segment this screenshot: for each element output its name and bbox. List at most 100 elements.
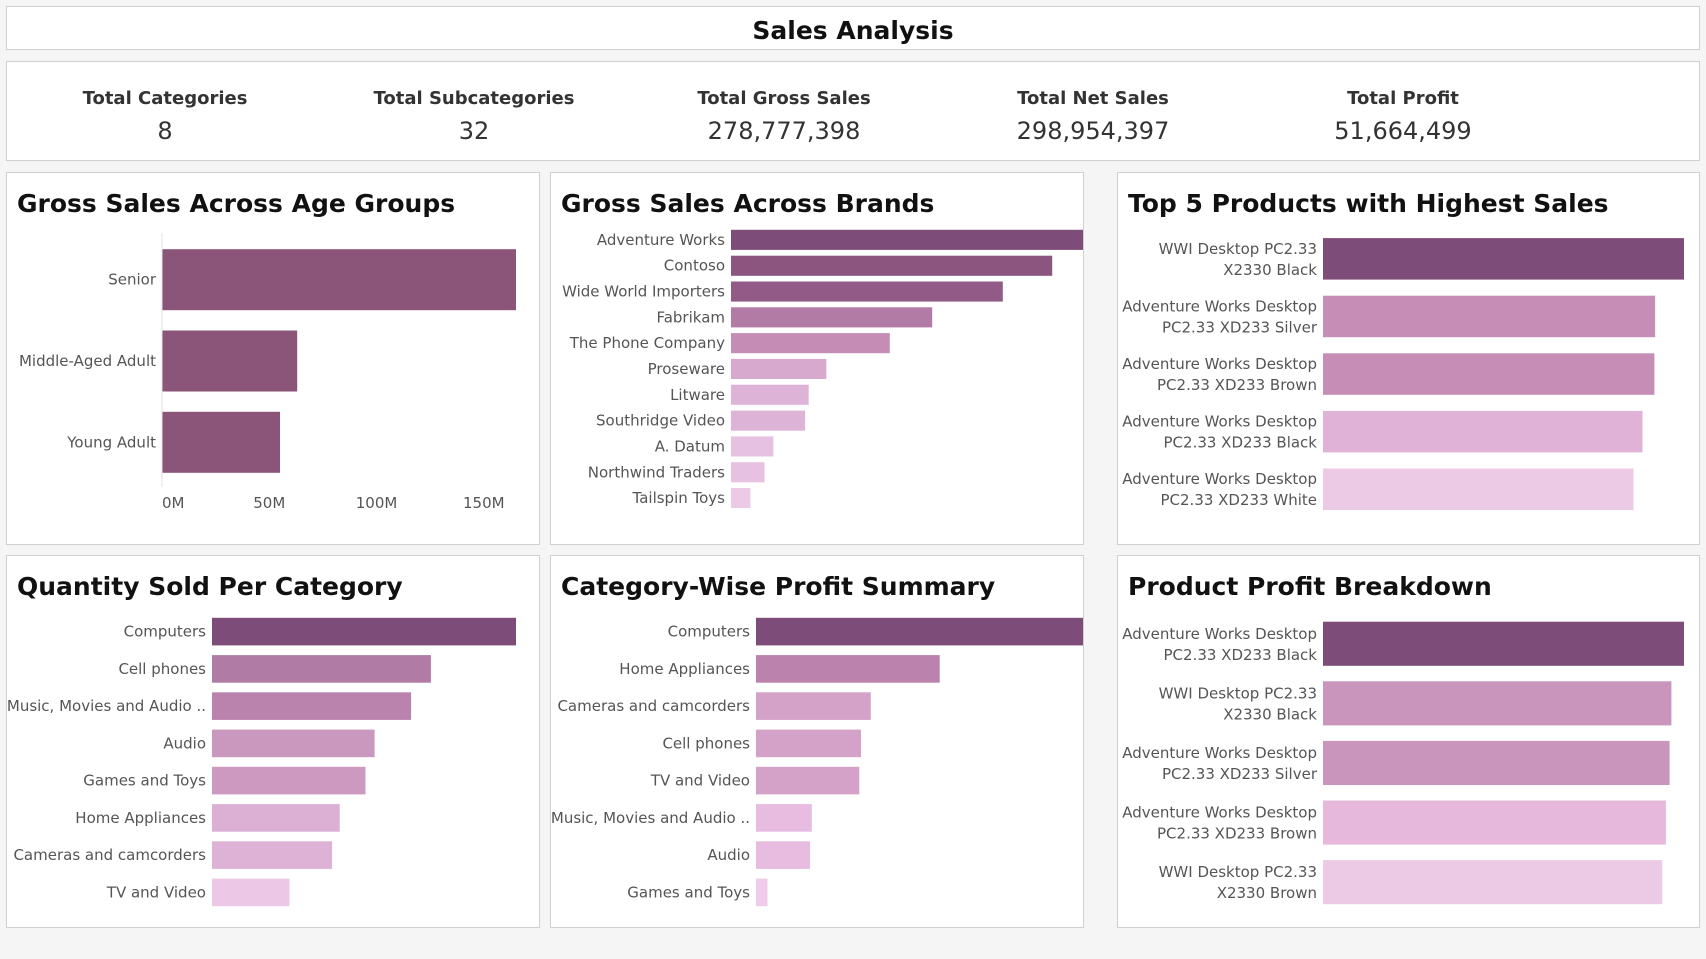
quantity-bar-chart: Computers Cell phones Music, Movies and Au… — [7, 617, 516, 907]
category-label: Adventure Works Desktop PC2.33 XD233 Blac… — [1122, 413, 1317, 452]
category-label: WWI Desktop PC2.33 X2330 Brown — [1159, 863, 1317, 902]
chart-title: Gross Sales Across Age Groups — [17, 189, 456, 218]
category-label: Cell phones — [662, 734, 750, 752]
kpi-label: Total Gross Sales — [697, 88, 871, 109]
category-label: Adventure Works — [597, 231, 725, 249]
bar[interactable] — [212, 878, 290, 907]
bar[interactable] — [1323, 468, 1634, 511]
brands-bar-chart: Adventure Works Contoso Wide World Importe… — [562, 229, 1083, 509]
kpi-label: Total Profit — [1347, 88, 1459, 109]
bar[interactable] — [212, 804, 340, 832]
top5-products-chart-panel: Top 5 Products with Highest Sales WWI De… — [1117, 172, 1700, 545]
bar[interactable] — [1323, 295, 1656, 338]
bar[interactable] — [756, 804, 812, 832]
bar[interactable] — [731, 358, 827, 379]
chart-title: Top 5 Products with Highest Sales — [1128, 189, 1609, 218]
bar[interactable] — [162, 249, 516, 311]
bar[interactable] — [212, 766, 366, 795]
bar[interactable] — [731, 281, 1003, 302]
product-profit-chart-panel: Product Profit Breakdown Adventure Works… — [1117, 555, 1700, 928]
category-label: TV and Video — [650, 772, 750, 790]
bar[interactable] — [162, 411, 280, 473]
bar[interactable] — [731, 488, 751, 509]
kpi-label: Total Categories — [82, 88, 248, 109]
bar[interactable] — [756, 878, 768, 907]
bar[interactable] — [731, 410, 806, 431]
bar[interactable] — [1323, 681, 1672, 726]
profit-summary-bar-chart: Computers Home Appliances Cameras and camc… — [551, 617, 1083, 907]
kpi-value: 278,777,398 — [707, 117, 861, 145]
category-label: Fabrikam — [656, 308, 725, 326]
tick-label: 100M — [356, 494, 398, 512]
category-label: Adventure Works Desktop PC2.33 XD233 Brow… — [1122, 804, 1317, 843]
category-label: Home Appliances — [619, 660, 750, 678]
kpi-label: Total Net Sales — [1017, 88, 1169, 109]
quantity-chart-panel: Quantity Sold Per Category Computers Cell… — [6, 555, 540, 928]
dashboard-title: Sales Analysis — [752, 16, 954, 45]
bar[interactable] — [731, 229, 1083, 250]
category-label: The Phone Company — [569, 334, 725, 352]
chart-title: Quantity Sold Per Category — [17, 572, 403, 601]
category-label: Litware — [670, 386, 725, 404]
category-label: Cameras and camcorders — [13, 846, 206, 864]
kpi-total-subcategories: Total Subcategories 32 — [324, 88, 624, 145]
bar[interactable] — [1323, 860, 1663, 905]
chart-title: Category-Wise Profit Summary — [561, 572, 996, 601]
bar[interactable] — [212, 729, 375, 758]
category-label: Tailspin Toys — [632, 489, 726, 507]
bar[interactable] — [1323, 800, 1666, 845]
bar[interactable] — [731, 307, 933, 328]
category-label: Adventure Works Desktop PC2.33 XD233 Silv… — [1122, 297, 1318, 336]
category-label: Cell phones — [118, 660, 206, 678]
bar[interactable] — [731, 436, 774, 457]
bar[interactable] — [731, 462, 765, 483]
category-label: WWI Desktop PC2.33 X2330 Black — [1159, 684, 1318, 723]
age-groups-chart-panel: Gross Sales Across Age Groups Senior Midd… — [6, 172, 540, 545]
kpi-value: 51,664,499 — [1334, 117, 1472, 145]
product-profit-bar-chart: Adventure Works Desktop PC2.33 XD233 Blac… — [1122, 621, 1684, 905]
category-label: Contoso — [664, 257, 725, 275]
category-label: Wide World Importers — [562, 283, 725, 301]
bar[interactable] — [162, 330, 298, 392]
age-groups-bar-chart: Senior Middle-Aged Adult Young Adult 0M 50M 1… — [19, 233, 516, 512]
category-label: Proseware — [648, 360, 725, 378]
kpi-total-categories: Total Categories 8 — [15, 88, 315, 145]
category-label: Adventure Works Desktop PC2.33 XD233 Whit… — [1122, 470, 1317, 509]
bar[interactable] — [1323, 621, 1684, 666]
kpi-total-net-sales: Total Net Sales 298,954,397 — [943, 88, 1243, 145]
bar[interactable] — [1323, 740, 1670, 785]
category-label: Home Appliances — [75, 809, 206, 827]
bar[interactable] — [212, 617, 516, 646]
category-label: Games and Toys — [627, 883, 750, 901]
kpi-total-profit: Total Profit 51,664,499 — [1253, 88, 1553, 145]
bar[interactable] — [756, 729, 861, 758]
kpi-value: 298,954,397 — [1016, 117, 1170, 145]
bar[interactable] — [756, 655, 940, 683]
bar[interactable] — [1323, 410, 1643, 453]
category-label: A. Datum — [655, 438, 725, 456]
bar[interactable] — [212, 655, 431, 683]
category-label: Audio — [707, 846, 750, 864]
category-label: Middle-Aged Adult — [19, 352, 156, 370]
bar[interactable] — [756, 617, 1083, 646]
bar[interactable] — [756, 841, 811, 869]
bar[interactable] — [731, 333, 890, 354]
bar[interactable] — [212, 841, 333, 869]
category-label: Audio — [163, 734, 206, 752]
chart-title: Gross Sales Across Brands — [561, 189, 935, 218]
category-label: Senior — [108, 271, 157, 289]
bar[interactable] — [212, 692, 412, 720]
profit-summary-chart-panel: Category-Wise Profit Summary Computers Ho… — [550, 555, 1084, 928]
bar[interactable] — [756, 692, 871, 720]
bar[interactable] — [1323, 238, 1684, 280]
chart-title: Product Profit Breakdown — [1128, 572, 1492, 601]
bar[interactable] — [1323, 353, 1655, 395]
category-label: Computers — [124, 623, 207, 641]
tick-label: 150M — [463, 494, 505, 512]
bar[interactable] — [756, 766, 860, 795]
bar[interactable] — [731, 255, 1053, 276]
tick-label: 50M — [253, 494, 285, 512]
bar[interactable] — [731, 384, 809, 405]
tick-label: 0M — [162, 494, 185, 512]
kpi-value: 8 — [157, 117, 173, 145]
